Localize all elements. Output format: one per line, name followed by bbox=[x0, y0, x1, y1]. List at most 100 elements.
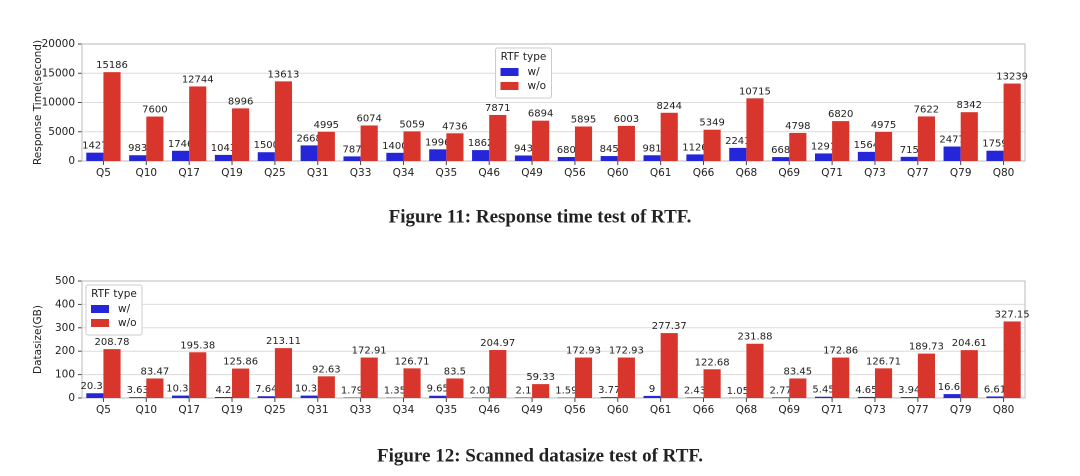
y-tick-label: 0 bbox=[68, 155, 75, 167]
bar bbox=[729, 147, 747, 161]
value-label: 126.71 bbox=[866, 356, 901, 367]
bar bbox=[146, 116, 164, 161]
value-label: 6074 bbox=[356, 113, 381, 124]
x-tick-label: Q5 bbox=[96, 167, 111, 179]
value-label: 2668 bbox=[296, 133, 321, 144]
value-label: 2.43 bbox=[684, 385, 706, 396]
value-label: 5895 bbox=[571, 115, 596, 126]
x-tick-label: Q71 bbox=[821, 167, 843, 179]
value-label: 172.93 bbox=[566, 346, 601, 357]
bar bbox=[703, 369, 721, 398]
x-tick-label: Q60 bbox=[607, 167, 629, 179]
value-label: 204.97 bbox=[480, 338, 515, 349]
value-label: 6820 bbox=[828, 109, 853, 120]
value-label: 9 bbox=[649, 384, 655, 395]
value-label: 1746 bbox=[168, 139, 193, 150]
x-tick-label: Q17 bbox=[178, 167, 200, 179]
bar bbox=[660, 112, 678, 161]
y-tick-label: 20000 bbox=[42, 38, 75, 50]
value-label: 2.77 bbox=[770, 385, 792, 396]
bar bbox=[960, 112, 978, 161]
value-label: 845 bbox=[600, 144, 619, 155]
x-tick-label: Q33 bbox=[350, 167, 372, 179]
value-label: 6894 bbox=[528, 109, 553, 120]
bar bbox=[86, 152, 104, 161]
x-tick-label: Q69 bbox=[778, 167, 800, 179]
value-label: 208.78 bbox=[95, 337, 130, 348]
bar bbox=[214, 154, 233, 161]
value-label: 204.61 bbox=[952, 338, 987, 349]
bar bbox=[943, 146, 961, 161]
bar bbox=[274, 81, 293, 161]
x-tick-label: Q61 bbox=[650, 404, 672, 416]
value-label: 1.05 bbox=[727, 386, 749, 397]
bar bbox=[832, 357, 850, 398]
bar bbox=[429, 149, 447, 161]
legend-title: RTF type bbox=[501, 51, 547, 63]
x-tick-label: Q35 bbox=[436, 167, 458, 179]
x-tick-label: Q5 bbox=[96, 404, 111, 416]
value-label: 172.91 bbox=[352, 346, 387, 357]
x-tick-label: Q69 bbox=[778, 404, 800, 416]
bar bbox=[146, 378, 164, 398]
bar bbox=[772, 397, 790, 398]
y-tick-label: 500 bbox=[55, 275, 75, 287]
legend-title: RTF type bbox=[91, 288, 137, 300]
value-label: 327.15 bbox=[995, 309, 1030, 320]
legend-label: w/o bbox=[118, 317, 137, 329]
value-label: 172.93 bbox=[609, 346, 644, 357]
bar bbox=[600, 397, 618, 398]
value-label: 981 bbox=[643, 143, 662, 154]
bar bbox=[832, 121, 850, 161]
bar bbox=[686, 397, 704, 398]
bar bbox=[814, 153, 833, 161]
bar bbox=[900, 397, 918, 398]
value-label: 1996 bbox=[425, 137, 450, 148]
x-tick-label: Q80 bbox=[993, 404, 1015, 416]
value-label: 1.79 bbox=[341, 386, 363, 397]
bar bbox=[814, 396, 833, 398]
bar bbox=[317, 131, 335, 161]
bar bbox=[172, 150, 190, 161]
value-label: 12744 bbox=[182, 74, 214, 85]
bar bbox=[403, 368, 421, 398]
y-tick-label: 0 bbox=[68, 392, 75, 404]
value-label: 83.47 bbox=[141, 366, 170, 377]
bar bbox=[274, 348, 293, 398]
y-tick-label: 5000 bbox=[48, 126, 75, 138]
value-label: 3.77 bbox=[598, 385, 620, 396]
bar bbox=[257, 152, 275, 161]
value-label: 983 bbox=[128, 143, 147, 154]
legend-swatch bbox=[91, 305, 109, 313]
value-label: 1759 bbox=[982, 139, 1007, 150]
bar bbox=[574, 357, 593, 398]
value-label: 172.86 bbox=[823, 346, 858, 357]
bar bbox=[403, 131, 421, 161]
value-label: 277.37 bbox=[652, 321, 687, 332]
bar bbox=[472, 150, 490, 161]
bar bbox=[874, 368, 893, 398]
bar bbox=[643, 395, 661, 398]
bar bbox=[789, 378, 807, 398]
value-label: 2241 bbox=[725, 136, 750, 147]
bar bbox=[446, 378, 464, 398]
bar bbox=[1003, 83, 1021, 161]
value-label: 231.88 bbox=[737, 332, 772, 343]
bar bbox=[429, 395, 447, 398]
bar bbox=[103, 349, 121, 398]
bar bbox=[532, 384, 550, 398]
value-label: 1291 bbox=[811, 141, 836, 152]
value-label: 4.65 bbox=[855, 385, 877, 396]
x-tick-label: Q56 bbox=[564, 404, 586, 416]
y-tick-label: 15000 bbox=[42, 67, 75, 79]
value-label: 7871 bbox=[485, 103, 510, 114]
bar bbox=[386, 152, 404, 161]
x-tick-label: Q49 bbox=[521, 167, 543, 179]
y-axis-label: Response Time(second) bbox=[32, 40, 44, 165]
value-label: 1.35 bbox=[384, 386, 406, 397]
bar bbox=[617, 125, 635, 161]
bar bbox=[343, 156, 361, 161]
y-tick-label: 400 bbox=[55, 298, 75, 310]
value-label: 10.31 bbox=[295, 384, 324, 395]
value-label: 5349 bbox=[699, 118, 724, 129]
